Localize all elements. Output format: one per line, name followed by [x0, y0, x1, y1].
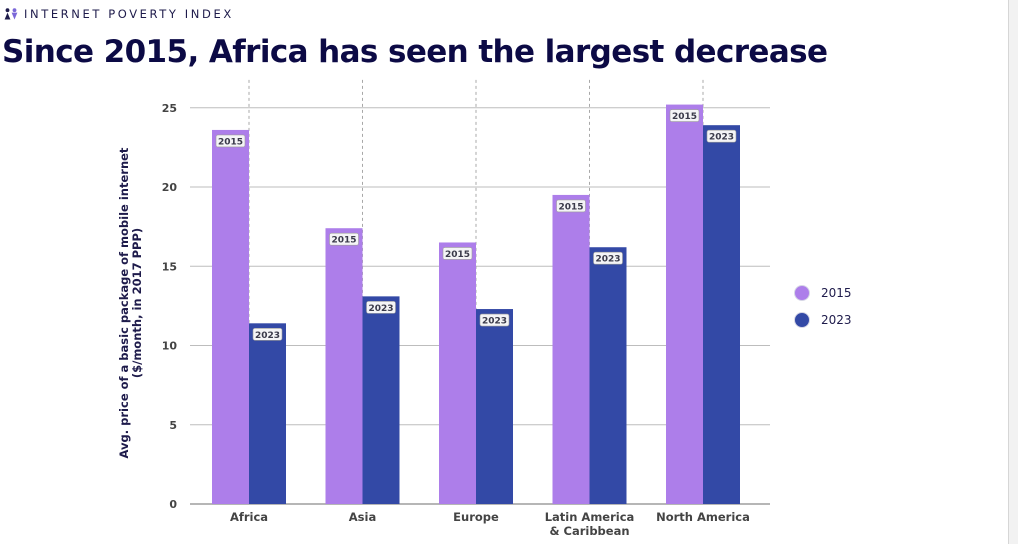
bar-tag: [366, 301, 396, 314]
y-axis-label-line: ($/month, in 2017 PPP): [130, 227, 144, 379]
legend-swatch: [794, 312, 810, 328]
bar-2015: [439, 242, 476, 504]
x-tick-label: & Caribbean: [549, 524, 629, 538]
brand: INTERNET POVERTY INDEX: [4, 7, 234, 21]
page-title: Since 2015, Africa has seen the largest …: [2, 34, 828, 70]
bar-tag-label: 2015: [672, 112, 697, 122]
bar-tag: [593, 251, 623, 265]
legend-swatch: [794, 285, 810, 301]
bar-2023: [249, 323, 286, 504]
bar-2023: [362, 296, 400, 504]
bar-tag-label: 2015: [445, 250, 470, 260]
bar-tag: [556, 199, 586, 213]
x-tick-label: Latin America: [545, 510, 635, 524]
bar-2015: [325, 228, 363, 504]
y-tick-label: 10: [162, 340, 178, 353]
x-tick-label: North America: [656, 510, 750, 524]
bar-tag: [329, 232, 359, 246]
bar-tag: [442, 247, 473, 260]
y-tick-label: 20: [162, 181, 178, 194]
window-scrollbar[interactable]: [1008, 0, 1018, 544]
bar-tag-label: 2023: [595, 255, 620, 265]
bar-2015: [666, 104, 703, 504]
y-tick-label: 5: [169, 419, 177, 432]
bar-tag: [215, 134, 246, 148]
bar-tag-label: 2023: [368, 304, 393, 314]
legend-label: 2023: [821, 313, 852, 327]
legend-item-2023: 2023: [794, 312, 852, 328]
bar-tag: [669, 109, 700, 122]
bar-2023: [703, 125, 740, 504]
y-tick-label: 0: [169, 498, 177, 511]
bar-tag: [706, 129, 737, 143]
bar-tag-label: 2023: [709, 133, 734, 143]
legend-label: 2015: [821, 286, 852, 300]
y-tick-label: 25: [162, 102, 177, 115]
y-tick-label: 15: [162, 260, 177, 273]
x-tick-label: Asia: [349, 510, 376, 524]
bar-2023: [476, 309, 513, 504]
bar-2015: [552, 194, 590, 505]
bar-tag-label: 2015: [331, 236, 356, 246]
legend-item-2015: 2015: [794, 285, 852, 301]
bar-tag-label: 2023: [482, 317, 507, 327]
bar-tag: [479, 313, 510, 327]
bar-2023: [589, 247, 627, 505]
x-tick-label: Europe: [453, 510, 499, 524]
brand-name: INTERNET POVERTY INDEX: [24, 7, 234, 21]
bar-tag-label: 2015: [558, 202, 583, 212]
people-icon: [4, 8, 18, 20]
bar-tag-label: 2023: [255, 331, 280, 341]
bar-2015: [212, 129, 249, 504]
x-tick-label: Africa: [230, 510, 268, 524]
legend: 2015 2023: [794, 285, 852, 339]
bar-tag: [252, 328, 283, 341]
bar-tag-label: 2015: [218, 137, 243, 147]
